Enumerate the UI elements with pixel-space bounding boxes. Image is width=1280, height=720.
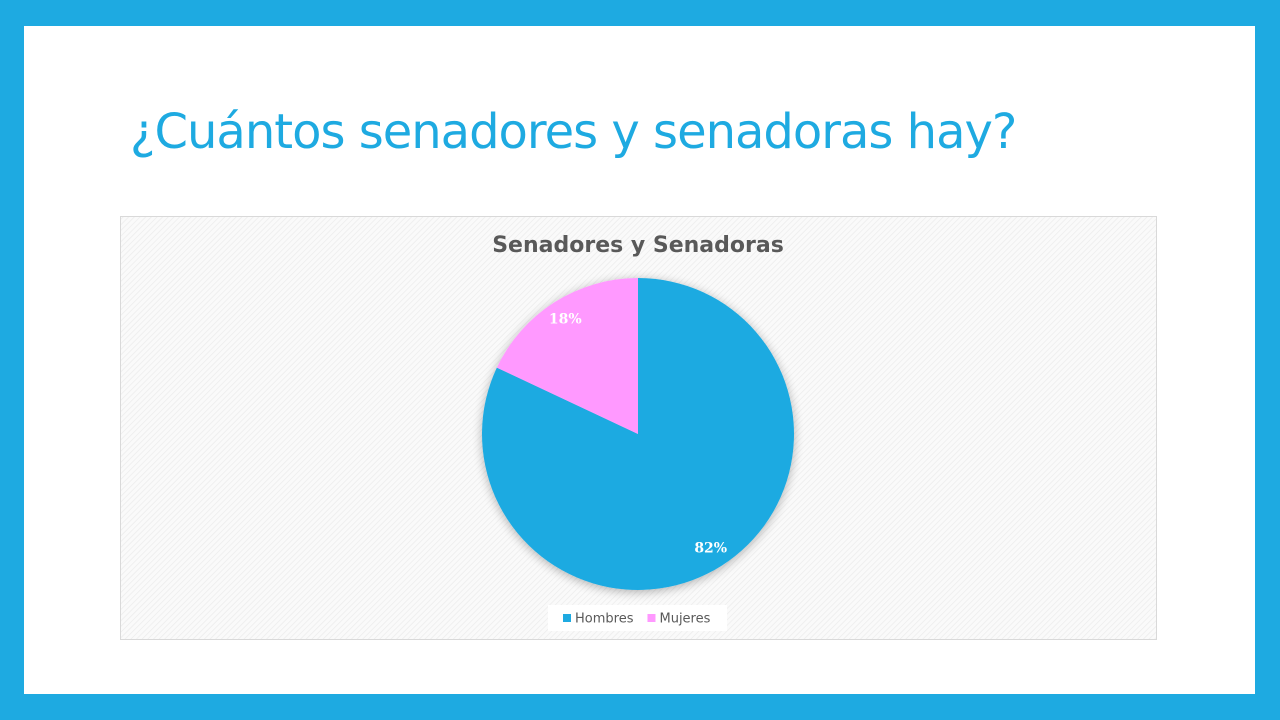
legend-box (548, 605, 727, 631)
data-label: 18% (549, 311, 582, 327)
legend: Hombres Mujeres (548, 605, 727, 631)
pie-slice (496, 278, 638, 434)
pie-slice (482, 278, 794, 591)
legend-label: Mujeres (659, 612, 710, 627)
legend-swatch (563, 614, 571, 622)
data-label: 82% (694, 541, 727, 557)
legend-swatch (647, 614, 656, 622)
chart-title: Senadores y Senadoras (492, 233, 784, 258)
legend-label: Hombres (575, 612, 634, 627)
slide-title: ¿Cuántos senadores y senadoras hay? (130, 104, 1017, 160)
pie (482, 278, 794, 591)
